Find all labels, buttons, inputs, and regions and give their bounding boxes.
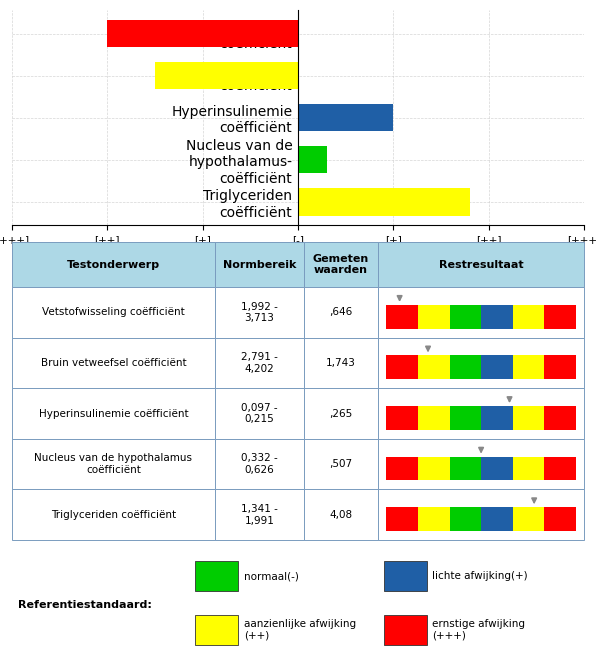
Bar xyxy=(386,406,418,430)
Bar xyxy=(304,439,378,489)
Text: Normbereik: Normbereik xyxy=(223,260,296,270)
Bar xyxy=(378,489,584,540)
Text: Hyperinsulinemie coëfficiënt: Hyperinsulinemie coëfficiënt xyxy=(39,409,188,419)
Bar xyxy=(378,287,584,338)
Bar xyxy=(544,356,576,379)
Bar xyxy=(215,287,304,338)
Bar xyxy=(215,338,304,389)
Bar xyxy=(378,338,584,389)
Bar xyxy=(304,338,378,389)
Bar xyxy=(513,406,544,430)
Bar xyxy=(378,439,584,489)
Bar xyxy=(544,456,576,480)
Text: ,646: ,646 xyxy=(329,307,353,317)
Text: 1,743: 1,743 xyxy=(326,358,356,368)
Text: Gemeten
waarden: Gemeten waarden xyxy=(313,254,369,275)
Bar xyxy=(12,242,215,287)
Bar xyxy=(449,305,481,329)
Bar xyxy=(481,507,513,531)
Bar xyxy=(449,507,481,531)
Bar xyxy=(418,507,449,531)
Text: Testonderwerp: Testonderwerp xyxy=(67,260,160,270)
Bar xyxy=(386,305,418,329)
Text: ernstige afwijking
(+++): ernstige afwijking (+++) xyxy=(433,619,526,641)
Bar xyxy=(298,146,327,174)
Bar xyxy=(513,356,544,379)
Text: Referentiestandaard:: Referentiestandaard: xyxy=(18,600,151,610)
Text: 1,992 -
3,713: 1,992 - 3,713 xyxy=(241,301,278,323)
Bar xyxy=(304,389,378,439)
Bar xyxy=(418,406,449,430)
Bar xyxy=(386,507,418,531)
Bar xyxy=(12,389,215,439)
Text: 4,08: 4,08 xyxy=(330,510,352,520)
Bar xyxy=(12,338,215,389)
Text: -: - xyxy=(172,238,176,248)
Bar xyxy=(12,287,215,338)
Bar xyxy=(418,356,449,379)
Bar xyxy=(304,489,378,540)
Bar xyxy=(304,287,378,338)
Bar xyxy=(384,561,427,591)
Bar xyxy=(298,104,393,132)
Bar xyxy=(215,242,304,287)
Text: aanzienlijke afwijking
(++): aanzienlijke afwijking (++) xyxy=(244,619,356,641)
Text: 0,097 -
0,215: 0,097 - 0,215 xyxy=(241,403,278,424)
Text: ,265: ,265 xyxy=(329,409,353,419)
Bar xyxy=(384,615,427,645)
Text: lichte afwijking(+): lichte afwijking(+) xyxy=(433,571,528,581)
Text: Nucleus van de hypothalamus
coëfficiënt: Nucleus van de hypothalamus coëfficiënt xyxy=(35,454,193,475)
Bar xyxy=(449,356,481,379)
Bar xyxy=(513,305,544,329)
Text: Restresultaat: Restresultaat xyxy=(439,260,523,270)
Bar xyxy=(107,20,298,47)
Bar xyxy=(418,305,449,329)
Text: Triglyceriden coëfficiënt: Triglyceriden coëfficiënt xyxy=(51,510,176,520)
Bar xyxy=(195,561,238,591)
Bar xyxy=(215,489,304,540)
Bar xyxy=(215,439,304,489)
Bar xyxy=(544,507,576,531)
Bar xyxy=(513,456,544,480)
Text: normaal(-): normaal(-) xyxy=(244,571,299,581)
Bar xyxy=(304,242,378,287)
Text: ,507: ,507 xyxy=(330,459,352,469)
Bar xyxy=(155,62,298,89)
Bar xyxy=(215,389,304,439)
Bar xyxy=(481,406,513,430)
Bar xyxy=(544,305,576,329)
Text: 0,332 -
0,626: 0,332 - 0,626 xyxy=(241,454,278,475)
Bar xyxy=(481,456,513,480)
Text: 1,341 -
1,991: 1,341 - 1,991 xyxy=(241,504,278,525)
Bar xyxy=(544,406,576,430)
Bar xyxy=(513,507,544,531)
Bar xyxy=(386,356,418,379)
Text: Vetstofwisseling coëfficiënt: Vetstofwisseling coëfficiënt xyxy=(42,307,185,317)
Bar xyxy=(481,305,513,329)
Text: Bruin vetweefsel coëfficiënt: Bruin vetweefsel coëfficiënt xyxy=(41,358,187,368)
Bar xyxy=(378,242,584,287)
Bar xyxy=(298,189,470,215)
Bar xyxy=(449,456,481,480)
Bar xyxy=(449,406,481,430)
Bar xyxy=(12,489,215,540)
Text: 2,791 -
4,202: 2,791 - 4,202 xyxy=(241,352,278,374)
Bar xyxy=(378,389,584,439)
Bar xyxy=(386,456,418,480)
Bar xyxy=(195,615,238,645)
Bar xyxy=(481,356,513,379)
Bar xyxy=(418,456,449,480)
Bar xyxy=(12,439,215,489)
